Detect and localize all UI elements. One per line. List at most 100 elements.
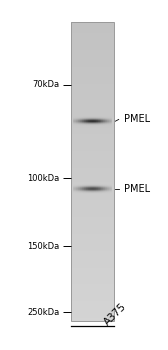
- Bar: [107, 193, 108, 194]
- Bar: [87, 182, 88, 183]
- Bar: [94, 185, 95, 186]
- Bar: [76, 127, 77, 128]
- Bar: [103, 118, 104, 119]
- Bar: [97, 117, 98, 118]
- Bar: [76, 186, 77, 187]
- Bar: [111, 185, 112, 186]
- Bar: [79, 187, 80, 188]
- Bar: [86, 195, 87, 196]
- Bar: [71, 235, 114, 236]
- Bar: [71, 217, 114, 218]
- Bar: [86, 126, 87, 127]
- Bar: [96, 121, 97, 122]
- Bar: [85, 186, 86, 187]
- Bar: [111, 120, 112, 121]
- Bar: [94, 189, 95, 190]
- Bar: [92, 191, 93, 192]
- Bar: [101, 126, 102, 127]
- Bar: [86, 190, 87, 191]
- Bar: [71, 155, 114, 156]
- Bar: [71, 284, 114, 285]
- Bar: [88, 116, 89, 117]
- Bar: [94, 117, 95, 118]
- Bar: [107, 182, 108, 183]
- Bar: [101, 122, 102, 123]
- Bar: [78, 191, 79, 192]
- Bar: [71, 196, 114, 197]
- Bar: [71, 144, 114, 146]
- Bar: [89, 119, 90, 120]
- Bar: [104, 123, 105, 124]
- Bar: [95, 114, 96, 115]
- Bar: [98, 195, 99, 196]
- Bar: [73, 119, 74, 120]
- Bar: [75, 115, 76, 116]
- Bar: [77, 116, 78, 117]
- Bar: [87, 187, 88, 188]
- Bar: [71, 39, 114, 40]
- Bar: [81, 119, 82, 120]
- Bar: [98, 116, 99, 117]
- Bar: [103, 191, 104, 192]
- Bar: [99, 117, 100, 118]
- Bar: [80, 123, 81, 124]
- Bar: [109, 182, 110, 183]
- Bar: [86, 194, 87, 195]
- Bar: [80, 186, 81, 187]
- Bar: [71, 28, 114, 29]
- Bar: [96, 127, 97, 128]
- Bar: [82, 193, 83, 194]
- Bar: [86, 185, 87, 186]
- Bar: [94, 190, 95, 191]
- Bar: [80, 189, 81, 190]
- Bar: [76, 186, 77, 187]
- Bar: [111, 125, 112, 126]
- Bar: [90, 120, 91, 121]
- Bar: [110, 122, 111, 123]
- Bar: [92, 195, 93, 196]
- Bar: [100, 193, 101, 194]
- Bar: [81, 117, 82, 118]
- Bar: [103, 123, 104, 124]
- Bar: [73, 117, 74, 118]
- Bar: [95, 119, 96, 120]
- Bar: [84, 119, 85, 120]
- Bar: [97, 187, 98, 188]
- Bar: [98, 184, 99, 185]
- Bar: [80, 115, 81, 116]
- Bar: [86, 121, 87, 122]
- Bar: [91, 115, 92, 116]
- Bar: [108, 121, 109, 122]
- Bar: [108, 186, 109, 187]
- Bar: [111, 187, 112, 188]
- Bar: [107, 194, 108, 195]
- Bar: [84, 185, 85, 186]
- Bar: [107, 193, 108, 194]
- Bar: [86, 123, 87, 124]
- Bar: [71, 157, 114, 159]
- Bar: [99, 121, 100, 122]
- Bar: [96, 188, 97, 189]
- Bar: [75, 192, 76, 193]
- Bar: [107, 118, 108, 119]
- Bar: [90, 118, 91, 119]
- Bar: [103, 117, 104, 118]
- Bar: [95, 122, 96, 123]
- Bar: [80, 120, 81, 121]
- Bar: [85, 182, 86, 183]
- Bar: [88, 185, 89, 186]
- Bar: [101, 186, 102, 187]
- Bar: [76, 118, 77, 119]
- Bar: [107, 123, 108, 124]
- Bar: [80, 114, 81, 115]
- Bar: [101, 184, 102, 185]
- Bar: [71, 105, 114, 106]
- Bar: [84, 192, 85, 193]
- Bar: [85, 184, 86, 185]
- Bar: [98, 188, 99, 189]
- Bar: [107, 191, 108, 192]
- Bar: [90, 114, 91, 115]
- Bar: [86, 121, 87, 122]
- Bar: [85, 185, 86, 186]
- Bar: [79, 190, 80, 191]
